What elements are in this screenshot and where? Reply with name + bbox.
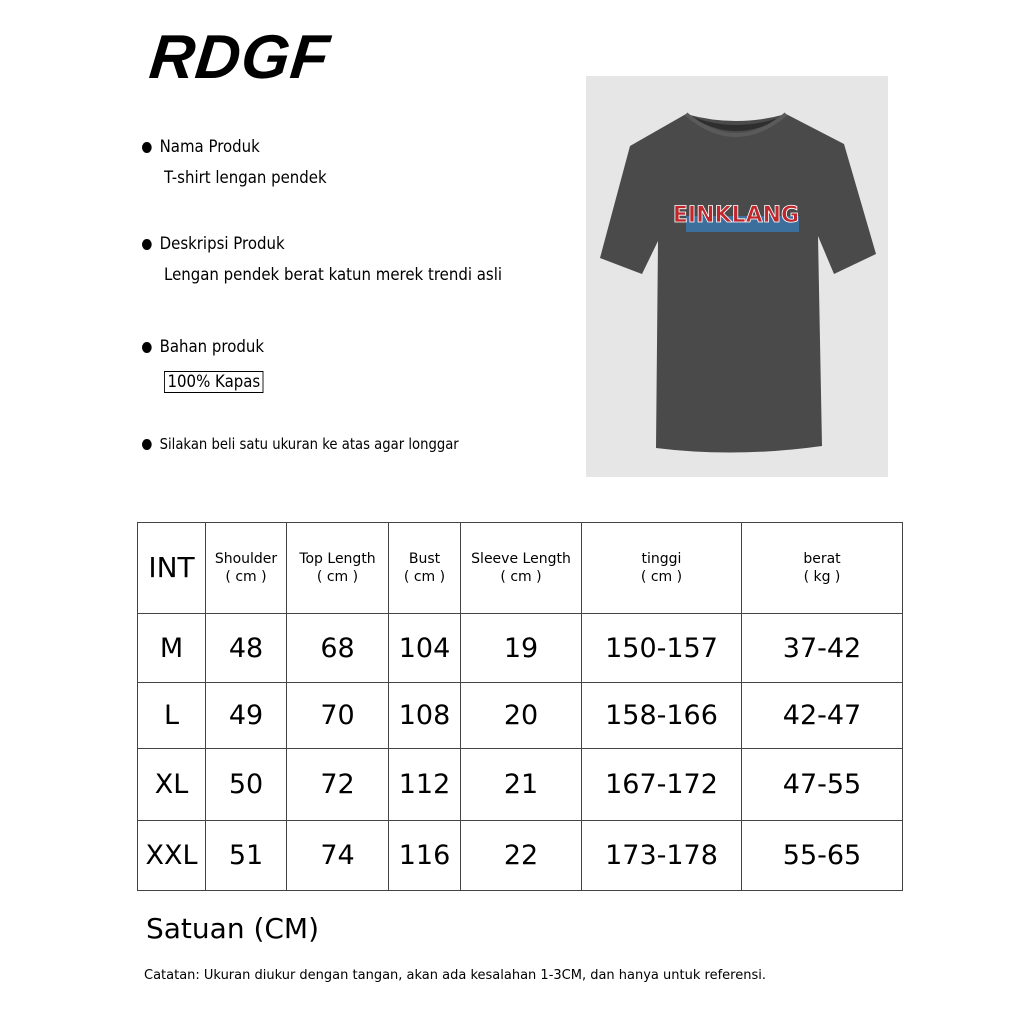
cell-top-length: 70 [286,682,389,749]
cell-shoulder: 49 [205,682,287,749]
header-shoulder: Shoulder( cm ) [205,522,287,614]
cell-top-length: 68 [286,613,389,683]
measurement-note: Catatan: Ukuran diukur dengan tangan, ak… [144,968,766,983]
product-description-value: Lengan pendek berat katun merek trendi a… [164,265,503,285]
table-row: XXL 51 74 116 22 173-178 55-65 [137,820,903,891]
cell-bust: 104 [388,613,461,683]
cell-shoulder: 51 [205,820,287,891]
table-row: XL 50 72 112 21 167-172 47-55 [137,748,903,821]
cell-sleeve-length: 20 [460,682,582,749]
bullet-icon [142,439,152,450]
cell-sleeve-length: 19 [460,613,582,683]
cell-tinggi: 158-166 [581,682,742,749]
bullet-icon [142,238,152,250]
cell-berat: 37-42 [741,613,903,683]
cell-bust: 112 [388,748,461,821]
tshirt-image: EINKLANG [600,112,876,453]
cell-shoulder: 50 [205,748,287,821]
header-bust: Bust( cm ) [388,522,461,614]
table-row: L 49 70 108 20 158-166 42-47 [137,682,903,749]
product-name-value: T-shirt lengan pendek [164,168,327,188]
table-row: M 48 68 104 19 150-157 37-42 [137,613,903,683]
cell-size: M [137,613,206,683]
cell-bust: 108 [388,682,461,749]
cell-shoulder: 48 [205,613,287,683]
cell-size: L [137,682,206,749]
cell-top-length: 72 [286,748,389,821]
cell-berat: 55-65 [741,820,903,891]
brand-logo: RDGF [146,23,334,92]
product-name-label: Nama Produk [142,137,260,157]
header-top-length: Top Length( cm ) [286,522,389,614]
cell-tinggi: 167-172 [581,748,742,821]
bullet-icon [142,141,152,153]
cell-sleeve-length: 22 [460,820,582,891]
product-photo: EINKLANG [586,76,888,477]
header-sleeve-length: Sleeve Length( cm ) [460,522,582,614]
bullet-icon [142,341,152,353]
product-material-value: 100% Kapas [164,371,264,393]
size-tip: Silakan beli satu ukuran ke atas agar lo… [142,435,459,453]
size-table: INT Shoulder( cm ) Top Length( cm ) Bust… [137,522,903,891]
svg-text:EINKLANG: EINKLANG [673,203,799,228]
cell-tinggi: 150-157 [581,613,742,683]
cell-size: XL [137,748,206,821]
unit-label: Satuan (CM) [146,912,320,945]
cell-bust: 116 [388,820,461,891]
cell-top-length: 74 [286,820,389,891]
header-berat: berat( kg ) [741,522,903,614]
cell-size: XXL [137,820,206,891]
cell-tinggi: 173-178 [581,820,742,891]
cell-sleeve-length: 21 [460,748,582,821]
header-tinggi: tinggi( cm ) [581,522,742,614]
product-description-label: Deskripsi Produk [142,234,285,254]
table-header-row: INT Shoulder( cm ) Top Length( cm ) Bust… [137,522,903,614]
header-int: INT [137,522,206,614]
product-material-label: Bahan produk [142,337,264,357]
cell-berat: 42-47 [741,682,903,749]
cell-berat: 47-55 [741,748,903,821]
